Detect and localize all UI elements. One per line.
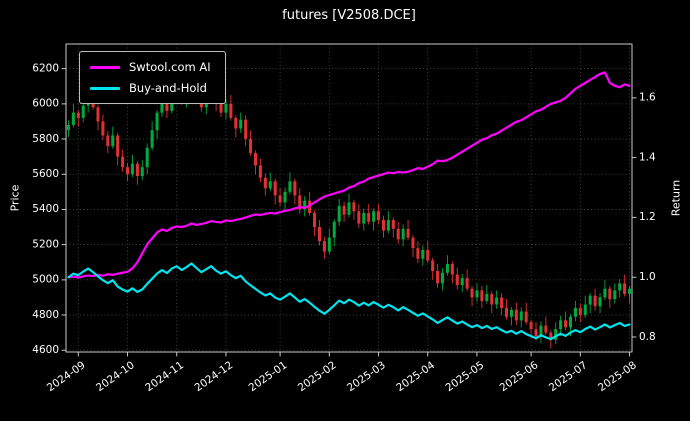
legend-item-ai: Swtool.com AI <box>90 60 211 74</box>
buy-and-hold-line-swatch <box>90 86 120 90</box>
left-axis-label: Price <box>8 184 22 212</box>
legend-label-buy-and-hold: Buy-and-Hold <box>129 81 207 95</box>
legend: Swtool.com AI Buy-and-Hold <box>79 51 226 104</box>
right-axis-label: Return <box>669 179 683 217</box>
ai-line-swatch <box>90 65 120 69</box>
legend-item-buy-and-hold: Buy-and-Hold <box>90 81 211 95</box>
legend-label-ai: Swtool.com AI <box>129 60 211 74</box>
chart-title: futures [V2508.DCE] <box>282 8 416 23</box>
